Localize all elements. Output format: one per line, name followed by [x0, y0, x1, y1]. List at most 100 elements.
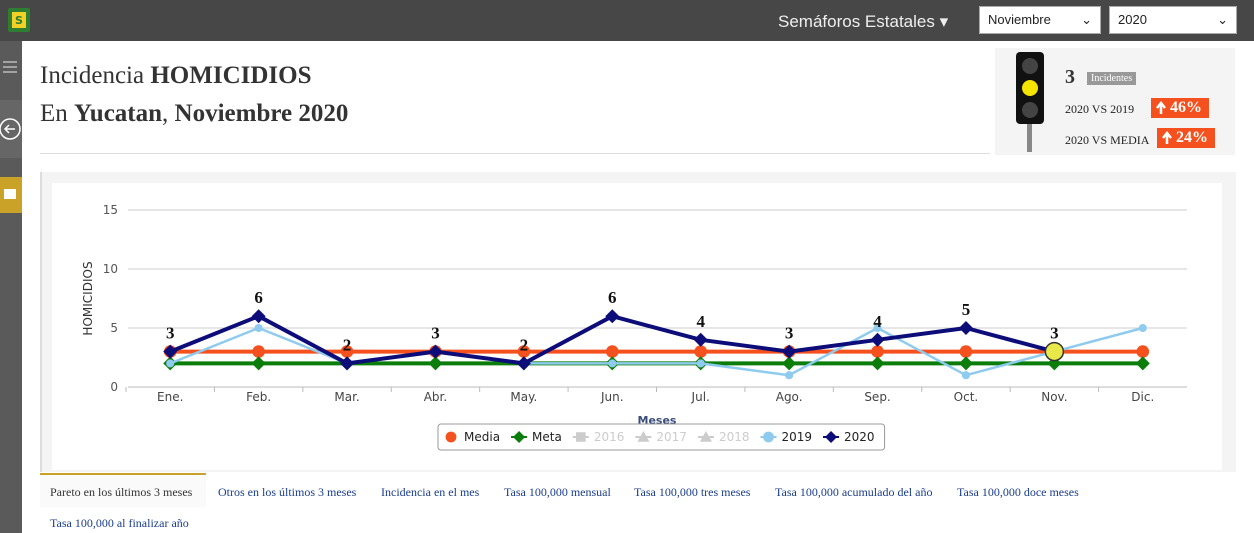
incident-label: Incidentes — [1087, 72, 1137, 85]
x-tick-label: Oct. — [954, 390, 979, 404]
compare-badge: 24% — [1157, 128, 1215, 148]
tab[interactable]: Tasa 100,000 doce meses — [957, 485, 1079, 499]
logo: S — [8, 8, 30, 32]
incident-count: 3 — [1065, 66, 1075, 88]
title-line-2: En Yucatan, Noviembre 2020 — [40, 100, 348, 128]
marker — [251, 309, 266, 324]
data-label: 6 — [608, 288, 617, 307]
marker — [637, 431, 650, 442]
compare-badge: 46% — [1151, 98, 1209, 118]
tab[interactable]: Tasa 100,000 mensual — [504, 485, 611, 499]
data-label: 3 — [1050, 324, 1059, 343]
marker — [873, 323, 882, 333]
arrow-up — [1162, 130, 1172, 144]
marker — [785, 371, 794, 380]
marker — [870, 332, 885, 347]
compare-label: 2020 VS 2019 — [1065, 102, 1135, 116]
marker — [445, 431, 457, 443]
y-tick-label: 5 — [110, 321, 118, 335]
compare-value: 24% — [1176, 129, 1208, 146]
marker — [251, 356, 266, 371]
divider — [40, 153, 990, 154]
year-select[interactable]: 2020 ⌄ — [1109, 6, 1237, 34]
marker — [958, 356, 973, 371]
x-tick-label: Jul. — [691, 390, 710, 404]
title-bold: Yucatan — [74, 100, 163, 127]
marker — [696, 359, 705, 368]
year-value: 2020 — [1118, 12, 1147, 27]
legend-label: Media — [464, 430, 500, 444]
legend-label: 2016 — [594, 430, 625, 444]
menu[interactable]: Semáforos Estatales ▾ — [778, 12, 949, 31]
x-tick-label: May. — [510, 390, 537, 404]
x-tick-label: Feb. — [246, 390, 271, 404]
marker — [513, 431, 526, 443]
marker — [870, 356, 885, 371]
data-label: 6 — [254, 288, 263, 307]
top-bar: S Semáforos Estatales ▾ Noviembre ⌄ 2020 ⌄ — [0, 0, 1254, 41]
marker — [782, 356, 797, 371]
tab[interactable]: Tasa 100,000 al finalizar año — [50, 516, 189, 530]
marker — [694, 345, 708, 358]
marker — [825, 431, 838, 443]
marker — [252, 345, 265, 358]
title-line-1: Incidencia HOMICIDIOS — [40, 62, 312, 90]
data-label: 5 — [962, 300, 971, 319]
sidebar-icons — [0, 61, 22, 213]
compare-value: 46% — [1170, 99, 1202, 116]
x-tick-label: Nov. — [1041, 390, 1067, 404]
marker — [782, 344, 797, 359]
marker — [517, 345, 531, 358]
marker — [163, 344, 178, 359]
tab[interactable]: Tasa 100,000 acumulado del año — [775, 485, 933, 499]
data-label: 2 — [343, 335, 352, 354]
marker — [763, 431, 774, 443]
title-bold: HOMICIDIOS — [150, 62, 312, 89]
marker — [605, 345, 619, 358]
title-text: , — [162, 100, 169, 127]
month-select[interactable]: Noviembre ⌄ — [979, 6, 1101, 34]
marker — [1136, 345, 1150, 358]
data-label: 3 — [166, 324, 175, 343]
legend-label: 2020 — [844, 430, 875, 444]
legend-box — [437, 423, 886, 451]
y-tick-label: 10 — [103, 262, 118, 276]
marker — [166, 359, 175, 368]
title-bold: Noviembre 2020 — [174, 100, 349, 127]
svg-text:S: S — [15, 14, 23, 27]
semaforo-card: 3 Incidentes 2020 VS 2019 46% 2020 VS ME… — [995, 48, 1235, 155]
traffic-light — [1016, 52, 1044, 152]
marker — [608, 359, 617, 368]
data-label: 4 — [873, 312, 882, 331]
tab[interactable]: Pareto en los últimos 3 meses — [50, 485, 193, 499]
marker — [340, 356, 355, 371]
marker — [699, 431, 712, 442]
x-tick-label: Mar. — [334, 390, 359, 404]
tab[interactable]: Tasa 100,000 tres meses — [634, 485, 751, 499]
x-tick-label: Dic. — [1131, 390, 1154, 404]
title-text: Incidencia — [40, 62, 145, 89]
marker — [958, 321, 973, 335]
y-axis-label: HOMICIDIOS — [81, 261, 95, 335]
tab[interactable]: Otros en los últimos 3 meses — [218, 485, 357, 499]
tab[interactable]: Incidencia en el mes — [381, 485, 480, 499]
active-tab-bg — [40, 473, 206, 507]
marker — [605, 309, 620, 324]
chart: 0 5 10 15 Ene. Feb. Mar. Abr. May. Jun. Jul. Ago. Se… — [52, 183, 1222, 470]
marker — [961, 371, 971, 380]
marker — [340, 345, 354, 358]
data-label: 4 — [696, 312, 705, 331]
legend-label: 2018 — [719, 430, 750, 444]
sidebar — [0, 41, 22, 533]
marker — [576, 432, 586, 442]
legend-label: 2019 — [781, 430, 812, 444]
menu-label[interactable]: Semáforos Estatales — [778, 12, 935, 31]
marker — [428, 344, 443, 359]
x-tick-label: Sep. — [864, 390, 890, 404]
data-label: 2 — [520, 335, 529, 354]
compare-label: 2020 VS MEDIA — [1065, 133, 1150, 147]
marker — [1135, 356, 1150, 371]
marker — [1044, 341, 1065, 362]
marker — [428, 356, 443, 371]
